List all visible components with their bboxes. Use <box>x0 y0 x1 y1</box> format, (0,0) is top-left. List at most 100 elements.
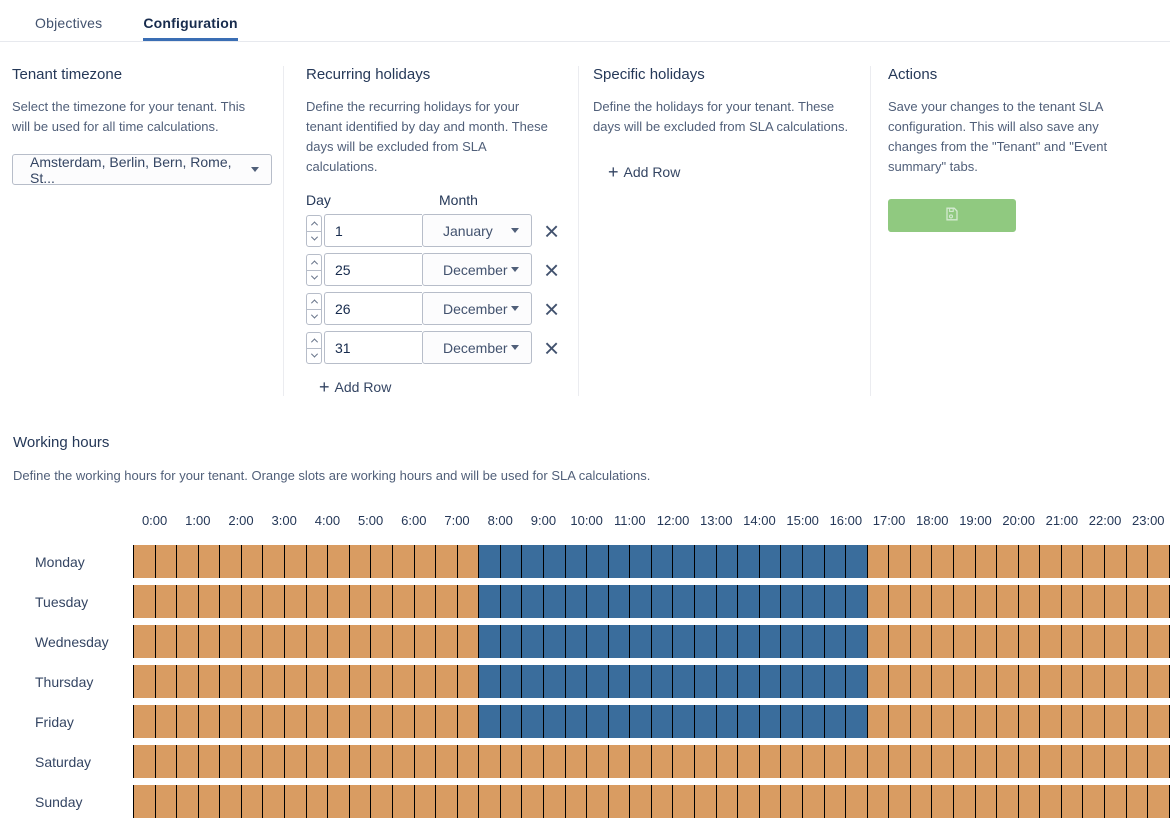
time-slot[interactable] <box>371 665 393 698</box>
time-slot[interactable] <box>457 745 480 778</box>
time-slot[interactable] <box>1083 745 1106 778</box>
add-recurring-holiday-button[interactable]: Add Row <box>306 378 392 396</box>
time-slot[interactable] <box>716 785 739 818</box>
day-input[interactable] <box>324 253 422 286</box>
time-slot[interactable] <box>630 665 652 698</box>
day-decrement-button[interactable] <box>306 347 322 364</box>
time-slot[interactable] <box>479 785 501 818</box>
time-slot[interactable] <box>500 705 523 738</box>
time-slot[interactable] <box>500 665 523 698</box>
time-slot[interactable] <box>1105 665 1127 698</box>
time-slot[interactable] <box>543 705 566 738</box>
time-slot[interactable] <box>781 665 803 698</box>
time-slot[interactable] <box>371 785 393 818</box>
time-slot[interactable] <box>1040 785 1062 818</box>
time-slot[interactable] <box>953 705 976 738</box>
time-slot[interactable] <box>543 545 566 578</box>
time-slot[interactable] <box>738 785 760 818</box>
time-slot[interactable] <box>414 545 437 578</box>
time-slot[interactable] <box>824 785 847 818</box>
time-slot[interactable] <box>134 585 156 618</box>
time-slot[interactable] <box>997 545 1019 578</box>
time-slot[interactable] <box>500 545 523 578</box>
time-slot[interactable] <box>997 745 1019 778</box>
time-slot[interactable] <box>220 545 242 578</box>
time-slot[interactable] <box>695 625 717 658</box>
time-slot[interactable] <box>371 625 393 658</box>
time-slot[interactable] <box>134 785 156 818</box>
time-slot[interactable] <box>198 545 221 578</box>
time-slot[interactable] <box>1061 665 1084 698</box>
time-slot[interactable] <box>975 785 998 818</box>
time-slot[interactable] <box>349 545 372 578</box>
time-slot[interactable] <box>134 665 156 698</box>
delete-row-button[interactable] <box>544 336 559 360</box>
time-slot[interactable] <box>587 745 609 778</box>
time-slot[interactable] <box>198 665 221 698</box>
time-slot[interactable] <box>220 705 242 738</box>
time-slot[interactable] <box>824 585 847 618</box>
time-slot[interactable] <box>1018 585 1041 618</box>
time-slot[interactable] <box>781 585 803 618</box>
time-slot[interactable] <box>673 585 696 618</box>
time-slot[interactable] <box>155 785 178 818</box>
time-slot[interactable] <box>565 745 588 778</box>
time-slot[interactable] <box>1105 745 1127 778</box>
time-slot[interactable] <box>263 785 286 818</box>
time-slot[interactable] <box>1148 585 1170 618</box>
time-slot[interactable] <box>1061 745 1084 778</box>
time-slot[interactable] <box>716 545 739 578</box>
time-slot[interactable] <box>889 585 911 618</box>
time-slot[interactable] <box>155 705 178 738</box>
time-slot[interactable] <box>759 625 782 658</box>
day-input[interactable] <box>324 214 422 247</box>
time-slot[interactable] <box>522 545 544 578</box>
time-slot[interactable] <box>349 665 372 698</box>
time-slot[interactable] <box>651 745 674 778</box>
time-slot[interactable] <box>738 665 760 698</box>
time-slot[interactable] <box>198 625 221 658</box>
time-slot[interactable] <box>479 545 501 578</box>
time-slot[interactable] <box>738 745 760 778</box>
time-slot[interactable] <box>975 705 998 738</box>
time-slot[interactable] <box>695 665 717 698</box>
time-slot[interactable] <box>1148 625 1170 658</box>
time-slot[interactable] <box>177 745 199 778</box>
time-slot[interactable] <box>953 785 976 818</box>
time-slot[interactable] <box>543 585 566 618</box>
time-slot[interactable] <box>1040 745 1062 778</box>
time-slot[interactable] <box>457 545 480 578</box>
time-slot[interactable] <box>997 665 1019 698</box>
time-slot[interactable] <box>392 705 415 738</box>
time-slot[interactable] <box>241 745 264 778</box>
time-slot[interactable] <box>1126 665 1149 698</box>
time-slot[interactable] <box>479 585 501 618</box>
time-slot[interactable] <box>802 625 825 658</box>
delete-row-button[interactable] <box>544 219 559 243</box>
time-slot[interactable] <box>673 665 696 698</box>
time-slot[interactable] <box>1083 665 1106 698</box>
time-slot[interactable] <box>1126 545 1149 578</box>
time-slot[interactable] <box>522 585 544 618</box>
time-slot[interactable] <box>500 625 523 658</box>
time-slot[interactable] <box>759 785 782 818</box>
time-slot[interactable] <box>198 745 221 778</box>
time-slot[interactable] <box>824 745 847 778</box>
time-slot[interactable] <box>1018 545 1041 578</box>
time-slot[interactable] <box>565 785 588 818</box>
time-slot[interactable] <box>414 625 437 658</box>
time-slot[interactable] <box>932 745 954 778</box>
time-slot[interactable] <box>371 545 393 578</box>
time-slot[interactable] <box>824 705 847 738</box>
time-slot[interactable] <box>436 545 458 578</box>
time-slot[interactable] <box>1148 705 1170 738</box>
time-slot[interactable] <box>1061 785 1084 818</box>
time-slot[interactable] <box>522 705 544 738</box>
month-select[interactable]: December <box>422 331 532 364</box>
time-slot[interactable] <box>781 785 803 818</box>
time-slot[interactable] <box>155 625 178 658</box>
time-slot[interactable] <box>306 745 329 778</box>
time-slot[interactable] <box>716 745 739 778</box>
time-slot[interactable] <box>349 745 372 778</box>
time-slot[interactable] <box>608 625 631 658</box>
